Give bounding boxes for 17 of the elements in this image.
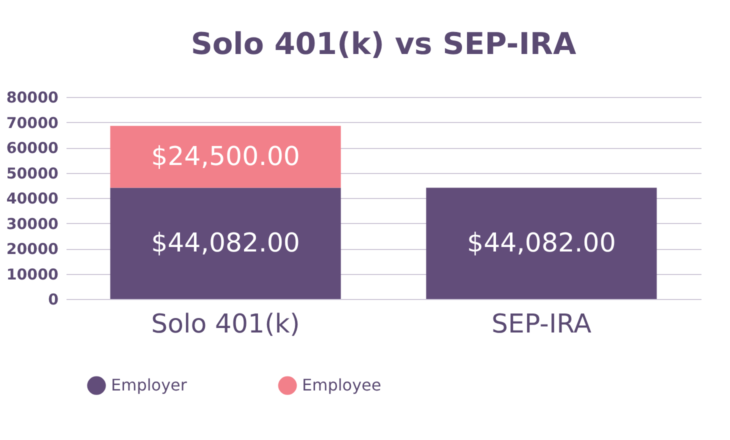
y-tick-label: 70000: [6, 114, 58, 132]
data-label: $44,082.00: [151, 228, 300, 258]
y-tick-label: 50000: [6, 164, 58, 182]
y-tick-label: 80000: [6, 88, 58, 106]
legend-label: Employer: [111, 376, 188, 395]
x-tick-label: SEP-IRA: [492, 310, 592, 340]
chart-title: Solo 401(k) vs SEP-IRA: [190, 27, 577, 62]
legend-label: Employee: [302, 376, 382, 395]
data-label: $44,082.00: [467, 228, 616, 258]
y-tick-label: 0: [48, 290, 58, 308]
y-tick-label: 30000: [6, 214, 58, 233]
y-tick-label: 10000: [6, 265, 58, 284]
y-tick-label: 60000: [6, 139, 58, 157]
x-tick-label: Solo 401(k): [151, 310, 300, 340]
data-label: $24,500.00: [151, 142, 300, 172]
y-tick-label: 20000: [6, 240, 58, 258]
y-tick-label: 40000: [6, 190, 58, 208]
